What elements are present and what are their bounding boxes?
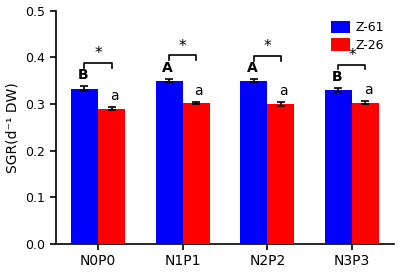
Bar xyxy=(98,109,125,244)
Text: a: a xyxy=(279,84,288,98)
Bar xyxy=(352,102,379,244)
Text: *: * xyxy=(94,47,102,61)
Text: A: A xyxy=(162,61,173,75)
Text: A: A xyxy=(247,61,258,75)
Bar xyxy=(267,104,294,244)
Bar xyxy=(183,103,210,244)
Text: *: * xyxy=(179,39,186,54)
Legend: Z-61, Z-26: Z-61, Z-26 xyxy=(327,17,388,55)
Text: a: a xyxy=(110,89,118,103)
Bar xyxy=(156,81,183,244)
Text: a: a xyxy=(364,83,372,98)
Bar xyxy=(240,81,267,244)
Bar xyxy=(325,90,352,244)
Text: B: B xyxy=(332,70,342,84)
Bar xyxy=(71,89,98,244)
Text: *: * xyxy=(348,48,356,63)
Text: a: a xyxy=(194,84,203,98)
Text: B: B xyxy=(78,68,88,82)
Text: *: * xyxy=(264,39,271,55)
Y-axis label: SGR(d⁻¹ DW): SGR(d⁻¹ DW) xyxy=(6,82,20,173)
